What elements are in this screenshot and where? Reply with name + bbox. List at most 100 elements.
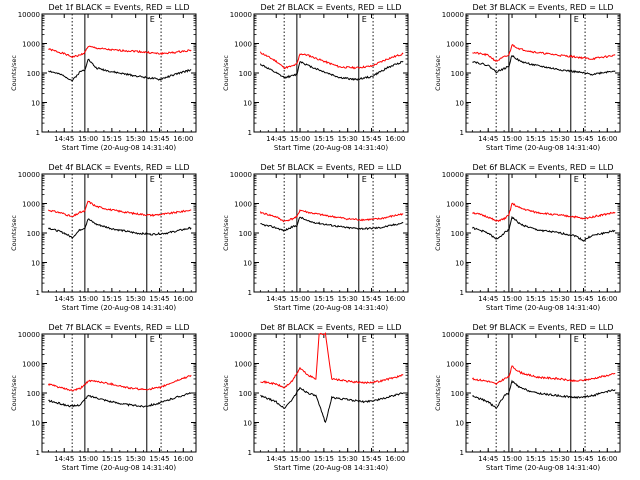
x-tick-label: 15:45 <box>361 135 381 143</box>
time-marker-label: E <box>574 335 579 344</box>
series-line-lld <box>472 43 616 62</box>
y-tick-label: 10 <box>455 420 464 428</box>
series-line-lld <box>48 45 192 59</box>
series-line-events <box>48 392 192 408</box>
x-tick-label: 15:15 <box>314 295 334 303</box>
x-tick-label: 16:00 <box>385 295 405 303</box>
time-marker-label: E <box>150 15 155 24</box>
x-tick-label: 15:45 <box>573 135 593 143</box>
x-tick-label: 14:45 <box>478 455 498 463</box>
y-tick-label: 10000 <box>230 11 252 19</box>
time-marker-label: E <box>362 175 367 184</box>
y-tick-label: 1000 <box>22 201 40 209</box>
x-axis-label: Start Time (20-Aug-08 14:31:40) <box>274 304 388 312</box>
x-tick-label: 16:00 <box>385 455 405 463</box>
y-tick-label: 1000 <box>22 361 40 369</box>
x-tick-label: 16:00 <box>173 135 193 143</box>
x-tick-label: 14:45 <box>478 295 498 303</box>
chart-panel-7: Det 7f BLACK = Events, RED = LLD 1 10 100 10… <box>10 323 197 472</box>
y-tick-label: 100 <box>27 70 40 78</box>
time-marker-label: E <box>362 15 367 24</box>
series-line-lld <box>472 202 616 223</box>
y-axis-label: Counts/sec <box>434 55 442 91</box>
y-tick-label: 10 <box>31 260 40 268</box>
y-tick-label: 100 <box>239 230 252 238</box>
x-tick-label: 15:00 <box>78 135 98 143</box>
x-tick-label: 15:45 <box>361 295 381 303</box>
series-line-events <box>259 60 404 81</box>
series-line-lld <box>260 332 404 389</box>
x-tick-label: 15:30 <box>338 135 358 143</box>
x-tick-label: 15:00 <box>290 135 310 143</box>
x-tick-label: 15:15 <box>314 455 334 463</box>
chart-panel-1: Det 1f BLACK = Events, RED = LLD 1 10 100 10… <box>10 3 197 152</box>
y-tick-label: 1000 <box>234 41 252 49</box>
chart-panel-6: Det 6f BLACK = Events, RED = LLD 1 10 100 10… <box>434 163 621 312</box>
y-tick-label: 10 <box>455 100 464 108</box>
y-tick-label: 1 <box>460 289 464 297</box>
x-tick-label: 16:00 <box>597 455 617 463</box>
series-line-lld <box>48 200 192 218</box>
chart-title: Det 3f BLACK = Events, RED = LLD <box>472 3 613 12</box>
y-axis-label: Counts/sec <box>222 375 230 411</box>
x-tick-label: 15:00 <box>502 455 522 463</box>
x-tick-label: 15:45 <box>573 455 593 463</box>
chart-title: Det 5f BLACK = Events, RED = LLD <box>260 163 401 172</box>
y-tick-label: 10000 <box>18 11 40 19</box>
x-tick-label: 15:15 <box>102 295 122 303</box>
series-line-events <box>472 54 616 76</box>
x-tick-label: 15:30 <box>126 295 146 303</box>
y-tick-label: 10 <box>31 100 40 108</box>
plot-frame <box>41 173 197 293</box>
chart-panel-3: Det 3f BLACK = Events, RED = LLD 1 10 100 10… <box>434 3 621 152</box>
time-marker-label: E <box>574 175 579 184</box>
x-tick-label: 15:30 <box>126 135 146 143</box>
y-tick-label: 10000 <box>442 171 464 179</box>
series-line-events <box>260 386 404 424</box>
chart-panel-8: Det 8f BLACK = Events, RED = LLD 1 10 100 10… <box>222 323 409 472</box>
time-marker-label: E <box>150 175 155 184</box>
y-axis-label: Counts/sec <box>222 55 230 91</box>
chart-panel-2: Det 2f BLACK = Events, RED = LLD 1 10 100 10… <box>222 3 409 152</box>
x-tick-label: 14:45 <box>478 135 498 143</box>
plot-frame <box>465 333 621 453</box>
series-line-lld <box>259 209 404 223</box>
chart-title: Det 8f BLACK = Events, RED = LLD <box>260 323 401 332</box>
y-tick-label: 10 <box>243 420 252 428</box>
y-axis-label: Counts/sec <box>222 215 230 251</box>
x-tick-label: 15:15 <box>526 455 546 463</box>
y-tick-label: 100 <box>239 70 252 78</box>
y-tick-label: 1 <box>248 449 252 457</box>
x-tick-label: 15:45 <box>573 295 593 303</box>
y-axis-label: Counts/sec <box>10 55 18 91</box>
x-tick-label: 15:15 <box>526 295 546 303</box>
x-axis-label: Start Time (20-Aug-08 14:31:40) <box>62 144 176 152</box>
time-marker-label: E <box>362 335 367 344</box>
x-tick-label: 15:15 <box>102 455 122 463</box>
y-axis-label: Counts/sec <box>10 375 18 411</box>
y-tick-label: 1 <box>248 129 252 137</box>
x-tick-label: 14:45 <box>266 135 286 143</box>
y-tick-label: 1 <box>36 289 40 297</box>
y-tick-label: 1 <box>36 129 40 137</box>
x-tick-label: 14:45 <box>54 295 74 303</box>
time-marker-label: E <box>150 335 155 344</box>
plot-frame <box>465 173 621 293</box>
x-tick-label: 15:15 <box>526 135 546 143</box>
y-tick-label: 100 <box>27 390 40 398</box>
x-axis-label: Start Time (20-Aug-08 14:31:40) <box>274 464 388 472</box>
y-tick-label: 1 <box>460 449 464 457</box>
x-tick-label: 15:45 <box>149 135 169 143</box>
y-tick-label: 1 <box>36 449 40 457</box>
x-tick-label: 15:30 <box>338 455 358 463</box>
y-tick-label: 1000 <box>234 361 252 369</box>
x-tick-label: 15:00 <box>78 295 98 303</box>
chart-title: Det 6f BLACK = Events, RED = LLD <box>472 163 613 172</box>
x-tick-label: 15:15 <box>102 135 122 143</box>
x-tick-label: 15:00 <box>502 295 522 303</box>
series-line-events <box>471 215 616 242</box>
y-tick-label: 10 <box>455 260 464 268</box>
series-line-events <box>260 216 404 232</box>
series-line-events <box>47 218 192 240</box>
x-axis-label: Start Time (20-Aug-08 14:31:40) <box>486 144 600 152</box>
